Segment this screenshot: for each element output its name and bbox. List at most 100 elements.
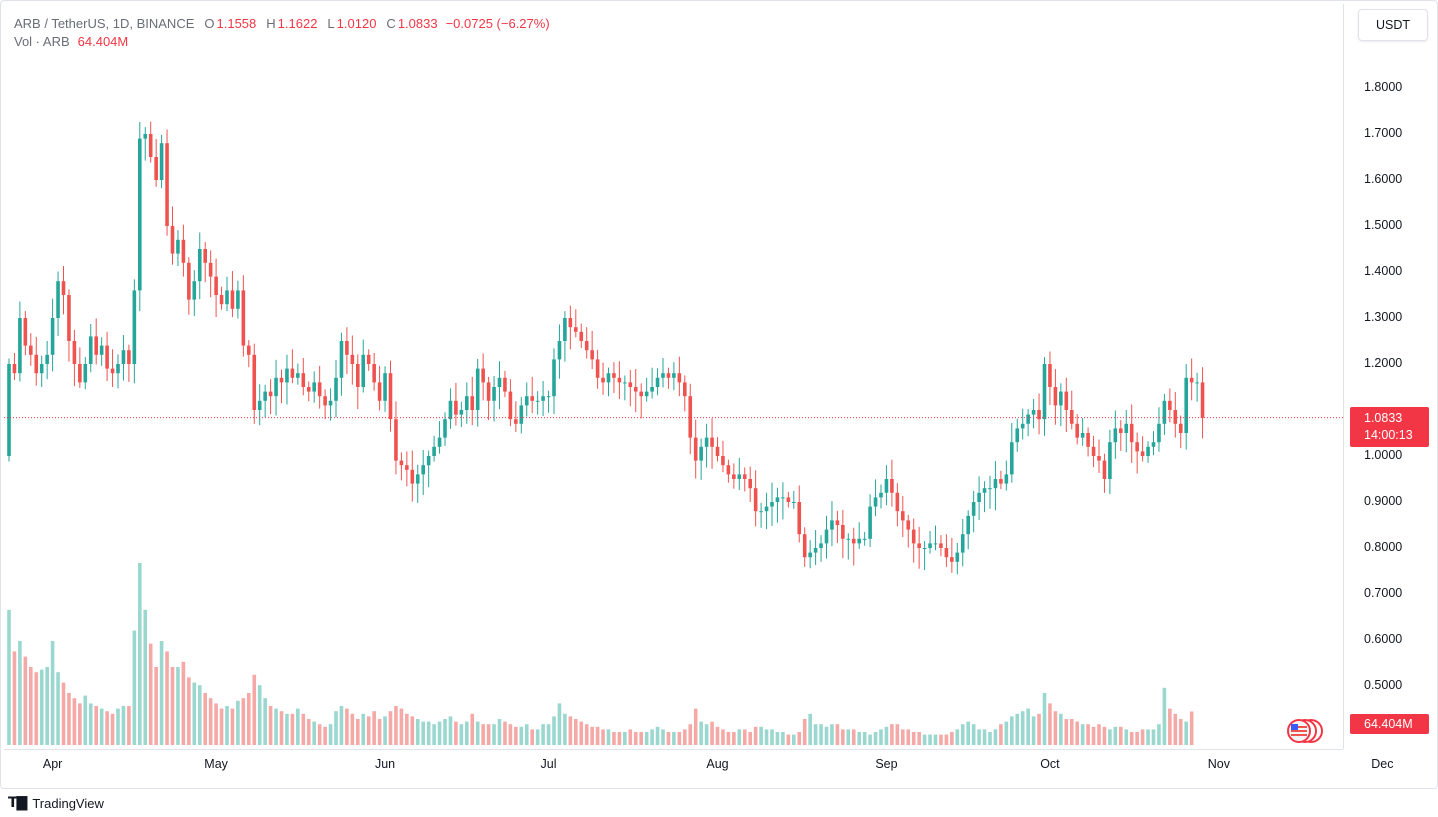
volume-bar: [666, 732, 671, 745]
candle-body: [928, 543, 932, 548]
candle-body: [759, 511, 763, 513]
volume-bar: [50, 641, 55, 745]
volume-bar: [1119, 726, 1123, 745]
candle-body: [34, 354, 39, 374]
volume-bar: [388, 711, 393, 745]
volume-bar: [197, 685, 202, 745]
candle-body: [377, 382, 382, 401]
candle-body: [683, 382, 687, 397]
volume-bar: [148, 643, 153, 745]
candle-body: [328, 400, 333, 406]
volume-bar: [1178, 719, 1183, 745]
candle-body: [323, 396, 327, 406]
candle-body: [650, 387, 654, 392]
candle-body: [257, 400, 262, 410]
candle-body: [732, 474, 736, 479]
brand[interactable]: T▇ TradingView: [8, 795, 104, 811]
candle-body: [317, 382, 322, 397]
volume-bar: [116, 708, 120, 745]
candle-body: [18, 318, 22, 374]
tradingview-logo-icon: T▇: [8, 795, 27, 811]
candle-body: [1059, 391, 1063, 406]
candle-body: [356, 364, 360, 387]
volume-bar: [830, 724, 834, 745]
candle-body: [372, 364, 376, 383]
volume-bar: [1189, 711, 1194, 745]
candle-body: [12, 364, 17, 374]
candle-body: [301, 373, 306, 387]
chart-plot-area[interactable]: [4, 4, 1343, 779]
volume-bar: [78, 703, 82, 745]
candle-body: [873, 497, 878, 507]
candle-body: [1010, 442, 1014, 475]
candle-body: [966, 515, 970, 535]
volume-bar: [1124, 729, 1129, 745]
economic-events-icon[interactable]: [1286, 718, 1324, 744]
candle-body: [519, 405, 524, 424]
candle-body: [148, 134, 153, 157]
time-axis-line: [4, 749, 1343, 750]
volume-bar: [1037, 713, 1041, 745]
volume-bar: [203, 693, 207, 745]
candle-body: [252, 354, 257, 410]
candle-body: [797, 502, 802, 535]
volume-bar: [421, 721, 425, 745]
time-tick-label: Jul: [540, 757, 557, 771]
candle-body: [830, 520, 834, 530]
candle-body: [127, 350, 131, 364]
candle-body: [524, 396, 529, 406]
volume-bar: [306, 719, 311, 745]
candle-body: [999, 479, 1003, 484]
candle-body: [247, 345, 251, 355]
volume-bar: [448, 716, 453, 745]
volume-bar: [802, 719, 807, 745]
symbol-label[interactable]: ARB / TetherUS, 1D, BINANCE: [14, 16, 195, 31]
open-label: O: [204, 16, 215, 31]
candle-body: [110, 368, 115, 374]
candle-body: [61, 281, 66, 295]
volume-bar: [470, 713, 475, 745]
candle-body: [742, 474, 747, 479]
currency-button[interactable]: USDT: [1358, 9, 1428, 41]
volume-bar: [1069, 719, 1074, 745]
candle-body: [595, 359, 600, 378]
candle-body: [39, 364, 44, 374]
price-axis[interactable]: [1343, 4, 1433, 749]
volume-bar: [1086, 724, 1090, 745]
volume-bar: [644, 732, 649, 745]
volume-bar: [45, 667, 49, 745]
candle-body: [99, 345, 104, 355]
volume-bar: [492, 724, 496, 745]
candle-body: [432, 446, 436, 456]
time-tick-label: Apr: [42, 757, 63, 771]
candle-body: [693, 437, 698, 461]
time-tick-label: Dec: [1371, 757, 1394, 771]
volume-bar: [710, 721, 714, 745]
candle-body: [426, 456, 431, 466]
price-tick-label: 0.7000: [1364, 586, 1403, 600]
volume-bar: [764, 729, 769, 745]
volume-bar: [524, 724, 529, 745]
volume-legend-row: Vol · ARB 64.404M: [14, 33, 550, 51]
candle-body: [236, 290, 240, 309]
candle-body: [296, 373, 300, 378]
candlestick-chart[interactable]: [4, 4, 1343, 779]
volume-label[interactable]: Vol · ARB: [14, 34, 70, 49]
candle-body: [541, 396, 545, 401]
last-price-value: 1.0833: [1364, 411, 1403, 425]
candle-body: [868, 506, 872, 539]
candle-body: [486, 382, 491, 401]
candle-body: [960, 534, 965, 553]
candle-body: [862, 538, 867, 540]
candle-body: [268, 391, 273, 397]
candle-body: [971, 502, 976, 516]
volume-bar: [503, 721, 507, 745]
price-tick-label: 1.6000: [1364, 172, 1403, 186]
time-tick-label: Aug: [706, 757, 729, 771]
volume-bar: [563, 713, 567, 745]
candle-body: [470, 396, 475, 410]
price-tick-label: 0.6000: [1364, 632, 1403, 646]
candle-body: [721, 456, 725, 466]
volume-bar: [279, 711, 284, 745]
volume-bar: [1053, 711, 1058, 745]
